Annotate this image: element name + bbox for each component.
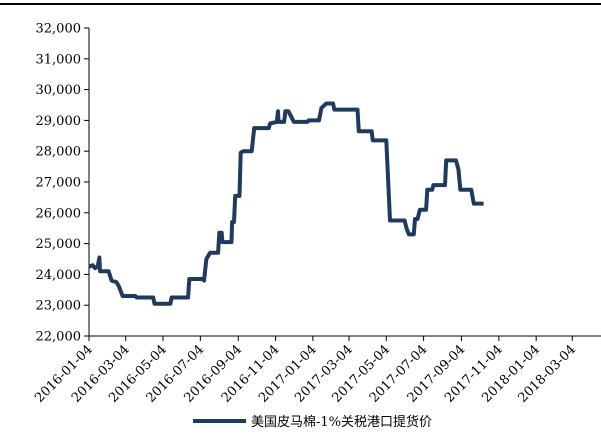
y-tick-label: 24,000: [36, 268, 82, 283]
series-layer: [88, 101, 484, 306]
y-tick-label: 22,000: [36, 330, 82, 345]
y-tick-label: 31,000: [36, 52, 82, 67]
y-tick-label: 26,000: [36, 206, 82, 221]
series-line: [88, 101, 484, 306]
y-tick-label: 30,000: [36, 83, 82, 98]
x-axis: 2016-01-042016-03-042016-05-042016-07-04…: [32, 335, 601, 406]
y-tick-label: 32,000: [36, 22, 82, 37]
y-tick-label: 29,000: [36, 114, 82, 129]
legend: 美国皮马棉-1%关税港口提货价: [193, 414, 432, 430]
y-axis: 22,000 23,000 24,000 25,000 26,000 27,000 28,0…: [36, 22, 90, 345]
y-tick-label: 28,000: [36, 145, 82, 160]
y-tick-label: 27,000: [36, 176, 82, 191]
top-rule: [0, 3, 601, 5]
legend-label: 美国皮马棉-1%关税港口提货价: [251, 414, 432, 430]
y-tick-label: 25,000: [36, 237, 82, 252]
y-tick-label: 23,000: [36, 299, 82, 314]
